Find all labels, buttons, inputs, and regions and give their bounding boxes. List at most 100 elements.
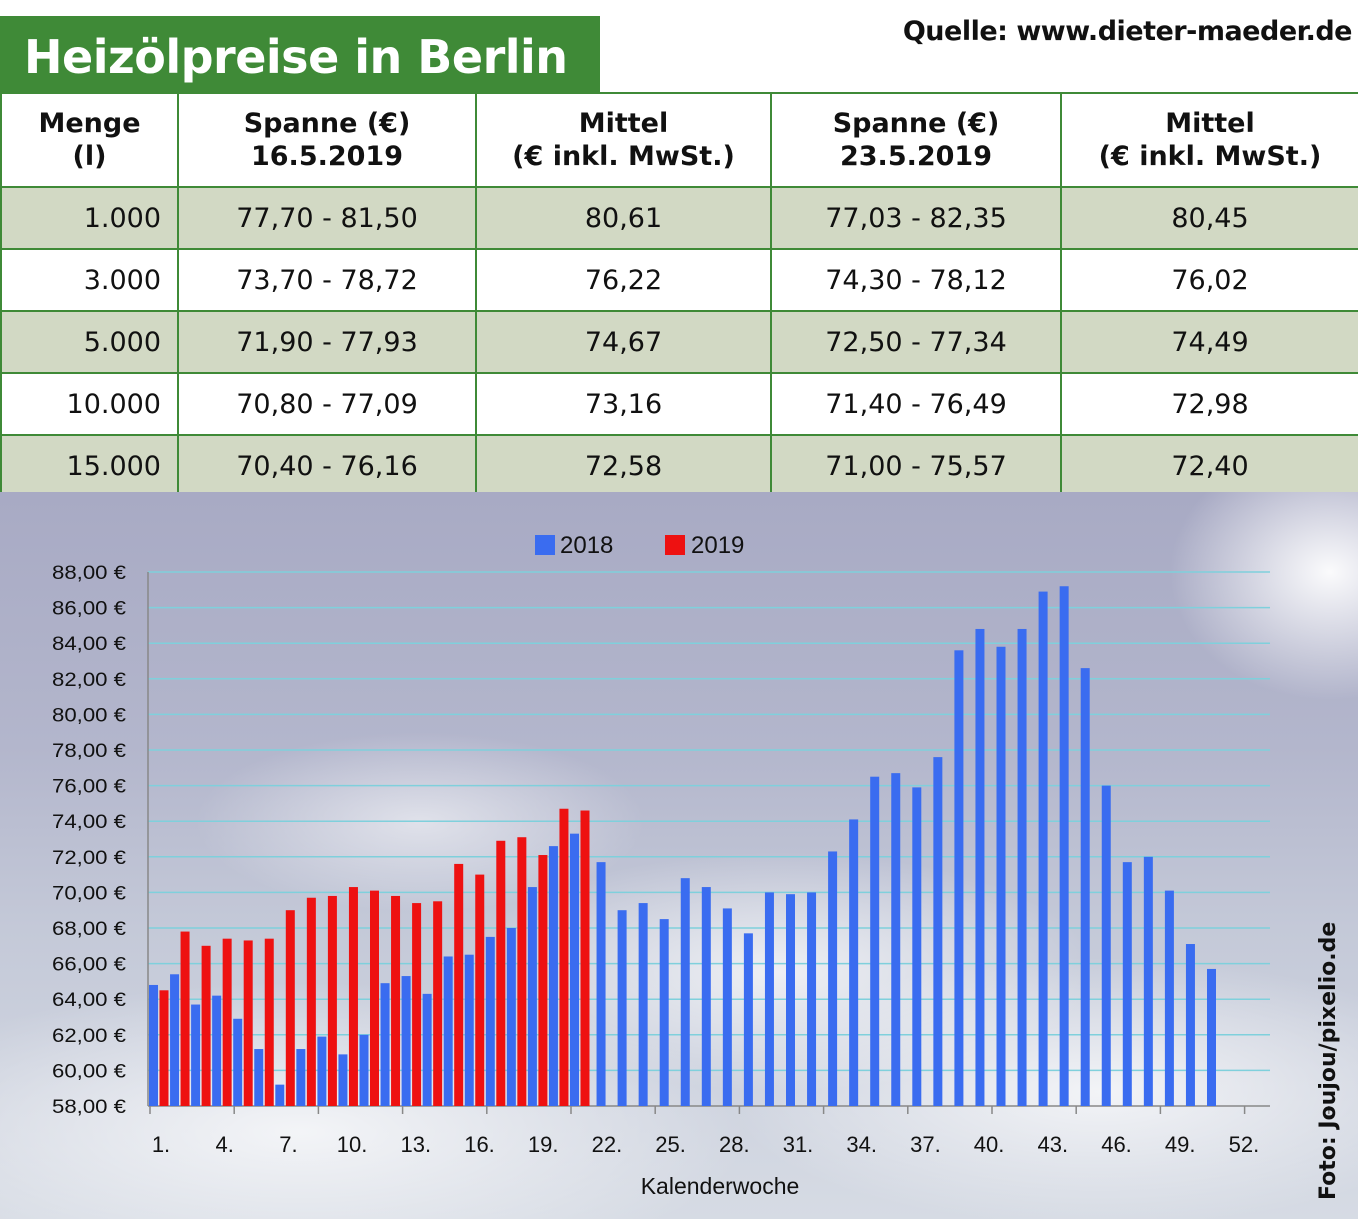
header-spanne-1: Spanne (€) 16.5.2019 bbox=[177, 92, 477, 188]
bar-2018 bbox=[1185, 944, 1195, 1106]
y-tick-label: 80,00 € bbox=[52, 705, 126, 726]
bar-2018 bbox=[212, 995, 222, 1106]
bar-2018 bbox=[659, 919, 669, 1106]
bar-2018 bbox=[912, 787, 922, 1106]
cell-mittel-1: 76,22 bbox=[475, 248, 772, 312]
x-tick-label: 7. bbox=[279, 1132, 297, 1157]
x-tick-label: 46. bbox=[1101, 1132, 1132, 1157]
cell-mittel-1: 74,67 bbox=[475, 310, 772, 374]
bar-2018 bbox=[680, 878, 690, 1106]
bar-2018 bbox=[570, 833, 579, 1106]
table-row: 15.000 70,40 - 76,16 72,58 71,00 - 75,57… bbox=[0, 434, 1358, 498]
x-tick-label: 13. bbox=[401, 1132, 432, 1157]
bar-2019 bbox=[285, 910, 295, 1106]
cell-spanne-2: 72,50 - 77,34 bbox=[770, 310, 1062, 374]
title-banner: Heizölpreise in Berlin bbox=[0, 16, 600, 92]
bar-2018 bbox=[617, 910, 627, 1106]
bar-2018 bbox=[464, 954, 474, 1106]
bar-2018 bbox=[254, 1049, 264, 1106]
y-tick-label: 76,00 € bbox=[52, 777, 126, 798]
bar-2019 bbox=[559, 808, 569, 1106]
bar-2018 bbox=[1038, 591, 1048, 1106]
y-tick-label: 88,00 € bbox=[52, 563, 126, 584]
bar-2018 bbox=[296, 1049, 306, 1106]
cell-menge: 5.000 bbox=[0, 310, 179, 374]
y-tick-label: 60,00 € bbox=[52, 1061, 126, 1082]
bar-2019 bbox=[517, 837, 527, 1106]
table-row: 10.000 70,80 - 77,09 73,16 71,40 - 76,49… bbox=[0, 372, 1358, 436]
bar-2019 bbox=[180, 931, 190, 1106]
header-mittel-2: Mittel (€ inkl. MwSt.) bbox=[1060, 92, 1358, 188]
x-tick-label: 16. bbox=[464, 1132, 495, 1157]
cell-spanne-1: 70,80 - 77,09 bbox=[177, 372, 477, 436]
y-tick-label: 64,00 € bbox=[52, 990, 126, 1011]
bar-2019 bbox=[391, 895, 401, 1106]
bar-2018 bbox=[548, 846, 558, 1106]
cell-mittel-2: 74,49 bbox=[1060, 310, 1358, 374]
table-row: 1.000 77,70 - 81,50 80,61 77,03 - 82,35 … bbox=[0, 186, 1358, 250]
bar-2018 bbox=[1122, 862, 1132, 1106]
cell-spanne-1: 70,40 - 76,16 bbox=[177, 434, 477, 498]
bar-2018 bbox=[849, 819, 859, 1106]
y-tick-label: 84,00 € bbox=[52, 634, 126, 655]
bar-2019 bbox=[159, 990, 169, 1106]
table-header-row: Menge (l) Spanne (€) 16.5.2019 Mittel (€ in… bbox=[0, 92, 1358, 188]
bar-2018 bbox=[996, 646, 1006, 1106]
x-tick-label: 10. bbox=[337, 1132, 368, 1157]
bar-2018 bbox=[975, 628, 985, 1106]
legend-label-2018: 2018 bbox=[560, 532, 613, 559]
cell-spanne-1: 77,70 - 81,50 bbox=[177, 186, 477, 250]
bar-2019 bbox=[348, 887, 358, 1106]
bar-2018 bbox=[807, 892, 817, 1106]
bar-2018 bbox=[638, 903, 648, 1106]
cell-menge: 3.000 bbox=[0, 248, 179, 312]
y-tick-label: 66,00 € bbox=[52, 955, 126, 976]
cell-menge: 10.000 bbox=[0, 372, 179, 436]
bar-2018 bbox=[233, 1018, 243, 1106]
bar-2019 bbox=[264, 938, 274, 1106]
bar-2019 bbox=[580, 810, 590, 1106]
y-tick-label: 70,00 € bbox=[52, 883, 126, 904]
cell-spanne-2: 71,40 - 76,49 bbox=[770, 372, 1062, 436]
bar-2018 bbox=[701, 887, 711, 1106]
bar-2019 bbox=[454, 863, 464, 1106]
x-tick-label: 19. bbox=[528, 1132, 559, 1157]
bar-2018 bbox=[1101, 785, 1111, 1106]
bar-2018 bbox=[527, 887, 537, 1106]
bar-2018 bbox=[506, 928, 516, 1106]
bar-2019 bbox=[433, 901, 443, 1106]
x-tick-label: 25. bbox=[655, 1132, 686, 1157]
x-tick-label: 49. bbox=[1165, 1132, 1196, 1157]
table-row: 3.000 73,70 - 78,72 76,22 74,30 - 78,12 … bbox=[0, 248, 1358, 312]
bar-2018 bbox=[722, 908, 732, 1106]
bar-2018 bbox=[786, 894, 795, 1106]
bar-2018 bbox=[275, 1084, 285, 1106]
bar-2018 bbox=[338, 1054, 348, 1106]
bar-2019 bbox=[496, 840, 506, 1106]
cell-spanne-1: 73,70 - 78,72 bbox=[177, 248, 477, 312]
bar-2018 bbox=[422, 993, 432, 1106]
cell-mittel-2: 80,45 bbox=[1060, 186, 1358, 250]
bar-2019 bbox=[475, 874, 485, 1106]
bar-2018 bbox=[1017, 628, 1027, 1106]
y-tick-label: 74,00 € bbox=[52, 812, 126, 833]
cell-menge: 15.000 bbox=[0, 434, 179, 498]
x-tick-label: 31. bbox=[783, 1132, 814, 1157]
x-tick-label: 52. bbox=[1229, 1132, 1260, 1157]
bar-2018 bbox=[443, 956, 453, 1106]
y-tick-label: 62,00 € bbox=[52, 1026, 126, 1047]
x-tick-label: 40. bbox=[974, 1132, 1005, 1157]
cell-spanne-2: 74,30 - 78,12 bbox=[770, 248, 1062, 312]
photo-credit: Foto: Joujou/pixelio.de bbox=[1316, 921, 1341, 1200]
bar-2019 bbox=[222, 938, 232, 1106]
cell-menge: 1.000 bbox=[0, 186, 179, 250]
page-title: Heizölpreise in Berlin bbox=[24, 30, 568, 84]
bar-2018 bbox=[828, 851, 838, 1106]
bar-2018 bbox=[870, 776, 880, 1106]
bar-2018 bbox=[1080, 668, 1090, 1106]
x-tick-label: 22. bbox=[592, 1132, 623, 1157]
bar-2018 bbox=[149, 984, 158, 1106]
bar-2019 bbox=[327, 895, 337, 1106]
bar-2018 bbox=[1143, 856, 1153, 1106]
x-axis-label: Kalenderwoche bbox=[641, 1173, 800, 1199]
